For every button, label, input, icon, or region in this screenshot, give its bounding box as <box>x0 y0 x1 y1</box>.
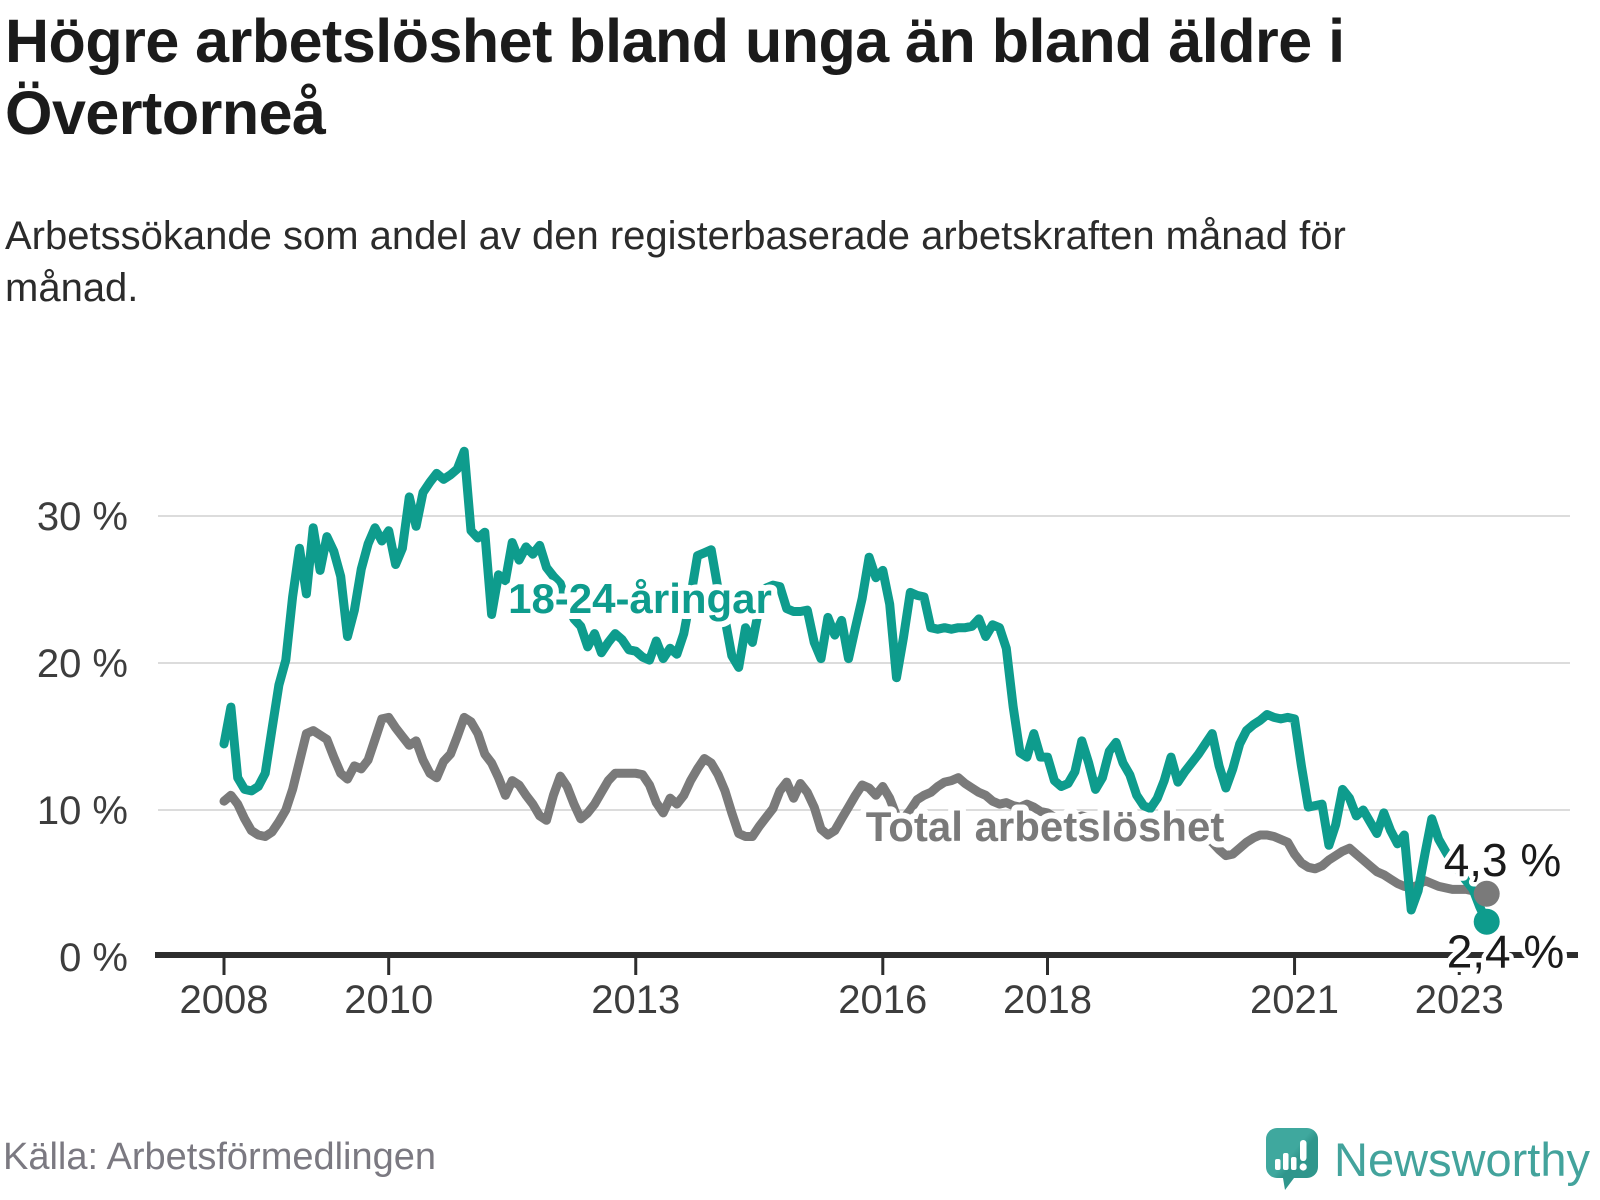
end-dot-total <box>1473 880 1500 907</box>
y-tick-label: 30 % <box>37 495 128 539</box>
y-tick-label: 0 % <box>59 936 128 980</box>
newsworthy-brand: Newsworthy <box>1266 1128 1590 1190</box>
end-dot-young <box>1473 908 1500 935</box>
x-tick-label: 2021 <box>1250 978 1339 1022</box>
x-tick-label: 2013 <box>591 978 680 1022</box>
newsworthy-wordmark: Newsworthy <box>1334 1132 1590 1186</box>
y-tick-label: 10 % <box>37 789 128 833</box>
series-label-total: Total arbetslöshet <box>866 803 1225 850</box>
x-tick-label: 2008 <box>180 978 269 1022</box>
end-label-total: 4,3 % <box>1444 834 1562 886</box>
page-title: Högre arbetslöshet bland unga än bland ä… <box>5 7 1345 147</box>
newsworthy-logo-icon <box>1266 1128 1319 1190</box>
series-label-young: 18-24-åringar <box>508 575 772 622</box>
source-note: Källa: Arbetsförmedlingen <box>3 1136 437 1178</box>
series-line-young <box>219 446 1492 927</box>
x-tick-label: 2018 <box>1003 978 1092 1022</box>
series-line-total <box>219 712 1492 899</box>
x-tick-label: 2010 <box>344 978 433 1022</box>
end-label-young: 2,4 % <box>1447 926 1565 978</box>
x-tick-label: 2016 <box>838 978 927 1022</box>
x-tick-label: 2023 <box>1415 978 1504 1022</box>
y-tick-label: 20 % <box>37 642 128 686</box>
chart-subtitle: Arbetssökande som andel av den registerb… <box>5 214 1346 310</box>
